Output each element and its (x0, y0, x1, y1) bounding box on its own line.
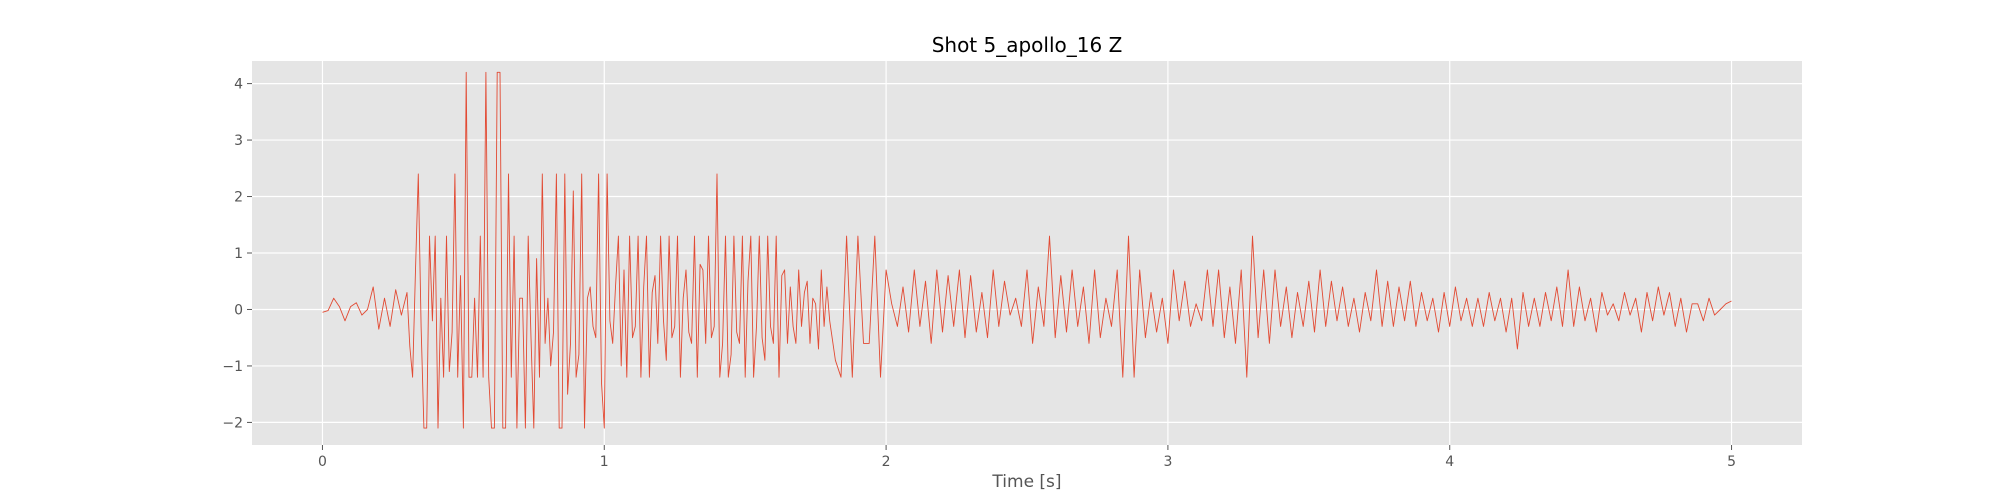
y-tick-label: 0 (234, 302, 243, 318)
x-tick-label: 2 (882, 454, 891, 470)
y-tick-label: 4 (234, 77, 243, 93)
x-tick-label: 0 (318, 454, 327, 470)
series-layer (322, 71, 1732, 429)
x-tick-label: 5 (1727, 454, 1736, 470)
axis-ticks: 0 1 2 3 4 5 −2 −1 0 1 2 3 4 (222, 77, 1736, 470)
chart-title: Shot 5_apollo_16 Z (932, 33, 1123, 57)
y-tick-label: 1 (234, 246, 243, 262)
y-tick-label: 2 (234, 190, 243, 206)
x-tick-label: 1 (600, 454, 609, 470)
x-tick-label: 4 (1445, 454, 1454, 470)
x-tick-label: 3 (1163, 454, 1172, 470)
series-line (322, 71, 1732, 429)
y-tick-label: 3 (234, 133, 243, 149)
y-tick-label: −2 (222, 415, 243, 431)
x-axis-label: Time [s] (991, 472, 1061, 492)
y-tick-label: −1 (222, 359, 243, 375)
